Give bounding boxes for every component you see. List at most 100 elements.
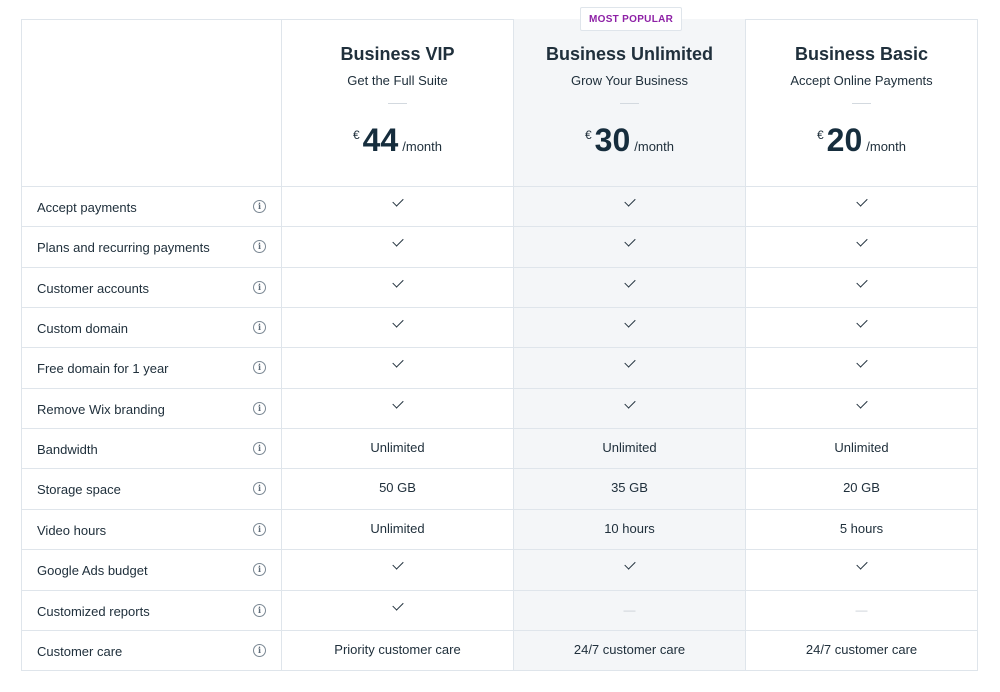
table-row: Storage space i 50 GB 35 GB 20 GB — [21, 468, 978, 509]
checkmark-icon — [391, 598, 404, 611]
checkmark-cell — [282, 550, 513, 590]
checkmark-icon — [391, 356, 404, 369]
feature-value: 10 hours — [604, 520, 655, 536]
feature-label: Plans and recurring payments — [37, 240, 210, 256]
feature-label-column — [21, 19, 282, 671]
feature-label: Video hours — [37, 522, 107, 538]
info-icon[interactable]: i — [253, 522, 266, 536]
plan-name: Business Basic — [794, 44, 929, 64]
plan-name: Business Unlimited — [545, 44, 714, 64]
plan-header-basic: Business Basic Accept Online Payments €2… — [746, 19, 977, 186]
checkmark-icon — [391, 235, 404, 248]
feature-label: Storage space — [37, 482, 121, 498]
checkmark-icon — [391, 397, 404, 409]
table-row: Video hours i Unlimited 10 hours 5 hours — [21, 508, 978, 550]
checkmark-cell — [746, 308, 977, 348]
table-bottom-border — [21, 670, 978, 671]
feature-value: Unlimited — [370, 520, 425, 536]
plan-header-vip: Business VIP Get the Full Suite €44/mont… — [282, 19, 513, 186]
info-icon[interactable]: i — [253, 280, 266, 294]
info-icon[interactable]: i — [253, 401, 266, 415]
checkmark-icon — [623, 558, 636, 570]
checkmark-cell — [282, 268, 513, 308]
info-icon[interactable]: i — [253, 321, 266, 335]
most-popular-badge: MOST POPULAR — [580, 7, 683, 31]
checkmark-icon — [623, 356, 636, 369]
table-row: Customer accounts i — [21, 266, 978, 308]
currency-symbol: € — [816, 128, 824, 142]
feature-value: Priority customer care — [334, 641, 461, 657]
checkmark-icon — [855, 235, 868, 248]
not-included-cell: — — [623, 602, 636, 617]
pricing-comparison-table: Business VIP Get the Full Suite €44/mont… — [21, 7, 978, 671]
feature-label: Remove Wix branding — [37, 401, 165, 417]
checkmark-cell — [282, 591, 513, 631]
currency-symbol: € — [352, 128, 360, 142]
price-period: /month — [402, 139, 443, 154]
table-row: Plans and recurring payments i — [21, 226, 978, 267]
checkmark-icon — [855, 195, 868, 207]
plan-divider — [388, 103, 407, 104]
feature-value: 24/7 customer care — [805, 641, 918, 657]
checkmark-cell — [282, 227, 513, 267]
plan-tagline: Get the Full Suite — [347, 73, 448, 88]
feature-value: 5 hours — [839, 520, 884, 536]
table-row: Customer care i Priority customer care 24/7… — [21, 629, 978, 671]
checkmark-cell — [514, 348, 745, 388]
plan-tagline: Grow Your Business — [570, 73, 689, 88]
checkmark-cell — [746, 227, 977, 267]
checkmark-cell — [282, 308, 513, 348]
checkmark-icon — [623, 397, 636, 409]
feature-value: 24/7 customer care — [573, 641, 686, 657]
checkmark-icon — [855, 397, 868, 409]
table-row: Remove Wix branding i — [21, 387, 978, 429]
plan-price: €44/month — [282, 122, 513, 159]
checkmark-cell — [282, 187, 513, 227]
checkmark-icon — [855, 356, 868, 369]
checkmark-cell — [514, 187, 745, 227]
info-icon[interactable]: i — [253, 563, 266, 577]
feature-value: Unlimited — [370, 440, 425, 456]
checkmark-icon — [623, 276, 636, 288]
feature-value: 20 GB — [843, 480, 880, 496]
plan-price: €30/month — [514, 122, 745, 159]
plan-divider — [620, 103, 639, 104]
table-top-border — [21, 19, 978, 20]
plan-name: Business VIP — [340, 44, 455, 64]
plan-column-vip — [281, 19, 513, 671]
feature-label: Customer accounts — [37, 280, 149, 296]
plan-column-unlimited — [513, 19, 745, 671]
price-amount: 44 — [362, 122, 399, 158]
checkmark-icon — [391, 316, 404, 328]
info-icon[interactable]: i — [253, 482, 266, 496]
info-icon[interactable]: i — [253, 240, 266, 254]
info-icon[interactable]: i — [253, 442, 266, 456]
info-icon[interactable]: i — [253, 643, 266, 657]
plan-divider — [852, 103, 871, 104]
price-period: /month — [634, 139, 675, 154]
feature-value: 35 GB — [611, 480, 648, 496]
not-included-cell: — — [855, 602, 868, 617]
plan-tagline: Accept Online Payments — [790, 73, 933, 88]
info-icon[interactable]: i — [253, 200, 266, 213]
info-icon[interactable]: i — [253, 361, 266, 375]
plan-header-unlimited: Business Unlimited Grow Your Business €3… — [514, 19, 745, 186]
checkmark-icon — [855, 558, 868, 570]
checkmark-cell — [746, 389, 977, 429]
table-row: Free domain for 1 year i — [21, 347, 978, 388]
checkmark-icon — [855, 316, 868, 328]
feature-label: Custom domain — [37, 321, 129, 337]
info-icon[interactable]: i — [253, 603, 266, 617]
feature-label: Google Ads budget — [37, 563, 148, 579]
table-row: Customized reports i — — — [21, 589, 978, 631]
checkmark-cell — [746, 550, 977, 590]
feature-value: 50 GB — [379, 480, 416, 496]
checkmark-icon — [623, 195, 636, 207]
checkmark-cell — [514, 268, 745, 308]
feature-value: Unlimited — [834, 440, 889, 456]
feature-label: Customer care — [37, 643, 123, 659]
feature-label: Free domain for 1 year — [37, 361, 169, 377]
table-row: Accept payments i — [21, 186, 978, 227]
feature-value: Unlimited — [602, 440, 657, 456]
price-period: /month — [866, 139, 907, 154]
